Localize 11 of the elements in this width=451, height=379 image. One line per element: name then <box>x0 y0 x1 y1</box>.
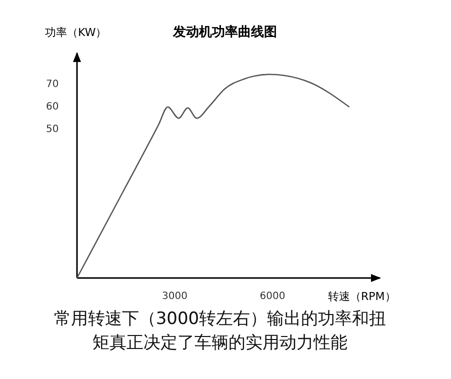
y-axis-title: 功率（KW） <box>45 26 107 39</box>
x-tick-label: 6000 <box>260 291 286 302</box>
chart-title: 发动机功率曲线图 <box>172 24 277 40</box>
y-tick-label: 50 <box>46 124 59 136</box>
text: 矩真正决定了车辆的实用动力性能 <box>92 333 348 353</box>
text: 常用转速下（3000转左右）输出的功率和扭 <box>54 309 386 329</box>
y-tick-label: 70 <box>46 79 59 90</box>
x-tick-label: 3000 <box>162 291 188 302</box>
line-series <box>76 74 350 279</box>
y-tick-label: 60 <box>46 102 59 113</box>
x-axis-title: 转速（RPM） <box>328 290 396 303</box>
